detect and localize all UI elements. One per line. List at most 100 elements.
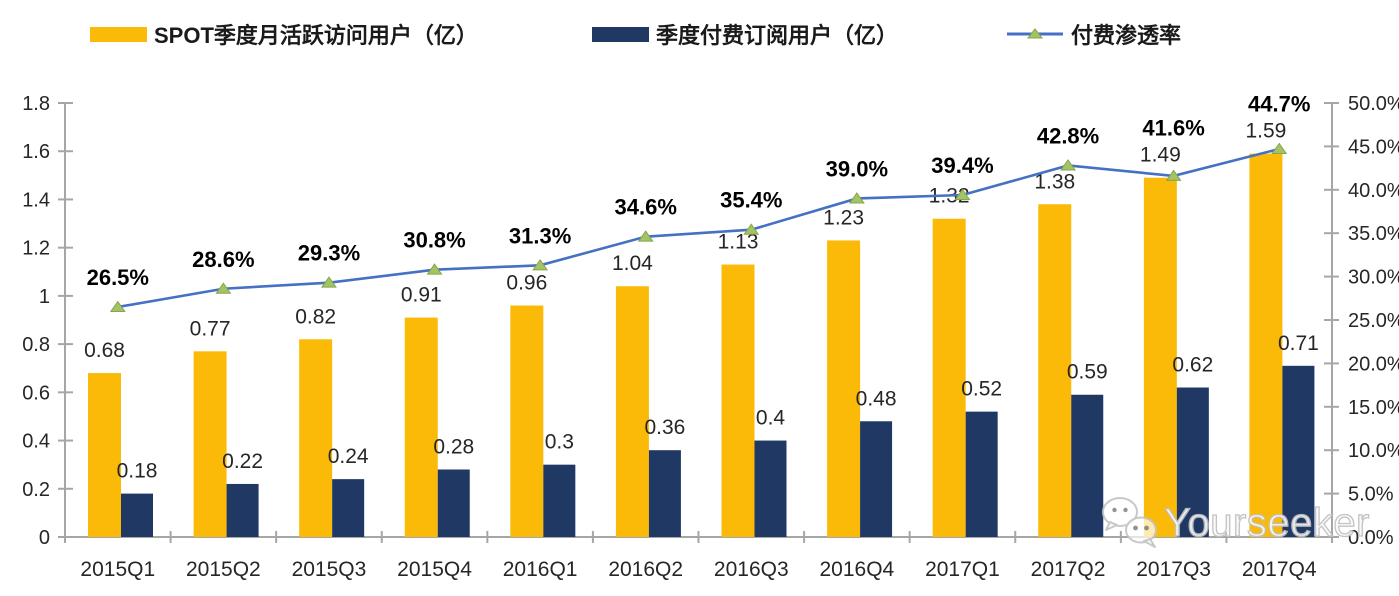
penetration-value-label: 31.3% xyxy=(509,223,571,248)
penetration-value-label: 34.6% xyxy=(615,195,677,220)
penetration-value-label: 35.4% xyxy=(720,188,782,213)
left-axis-tick-label: 0.4 xyxy=(22,431,50,453)
left-axis-tick-label: 0.2 xyxy=(22,479,50,501)
subscriber-bar xyxy=(860,421,893,537)
subscriber-bar-swatch-icon xyxy=(592,26,649,42)
mau-bar xyxy=(721,264,755,537)
right-axis-tick-label: 15.0% xyxy=(1348,397,1399,419)
subscriber-bar xyxy=(648,450,681,537)
right-axis-tick-label: 0.0% xyxy=(1348,527,1394,549)
mau-bar-value-label: 1.13 xyxy=(718,231,759,254)
left-axis-tick-label: 1.8 xyxy=(22,93,50,115)
right-axis-tick-label: 25.0% xyxy=(1348,310,1399,332)
penetration-marker-triangle xyxy=(532,258,549,271)
mau-bar-value-label: 0.96 xyxy=(506,272,547,295)
penetration-marker-triangle xyxy=(1271,142,1288,155)
right-axis-tick-label: 20.0% xyxy=(1348,353,1399,375)
right-axis-tick-label: 35.0% xyxy=(1348,223,1399,245)
left-axis-tick-label: 1.2 xyxy=(22,238,50,260)
subscriber-bar xyxy=(121,493,153,537)
subscriber-bar xyxy=(226,483,259,537)
legend-item-penetration: 付费渗透率 xyxy=(1006,18,1181,50)
mau-bar xyxy=(1038,204,1072,537)
penetration-marker-triangle xyxy=(320,276,337,288)
x-axis-category-label: 2017Q4 xyxy=(1242,558,1317,581)
penetration-marker-triangle xyxy=(215,282,232,294)
subscriber-bar xyxy=(1282,365,1315,537)
mau-bar-value-label: 1.04 xyxy=(612,252,653,275)
subscriber-bar-value-label: 0.3 xyxy=(545,431,574,454)
x-axis-category-label: 2015Q1 xyxy=(80,558,155,581)
penetration-value-label: 39.0% xyxy=(826,156,888,181)
left-axis-tick-label: 0.6 xyxy=(22,382,50,404)
mau-bar-swatch-icon xyxy=(90,26,147,42)
mau-bar-value-label: 1.23 xyxy=(823,206,864,229)
mau-bar-value-label: 0.91 xyxy=(401,284,442,307)
penetration-marker-triangle xyxy=(848,192,865,204)
subscriber-bar xyxy=(543,464,576,537)
subscriber-bar-value-label: 0.71 xyxy=(1278,332,1319,355)
penetration-value-label: 39.4% xyxy=(931,153,993,178)
mau-bar xyxy=(510,305,544,537)
subscriber-bar xyxy=(332,479,365,537)
penetration-marker-triangle xyxy=(637,230,654,242)
penetration-marker-triangle xyxy=(743,223,760,235)
mau-bar xyxy=(1249,153,1283,537)
legend-item-mau: SPOT季度月活跃访问用户（亿） xyxy=(90,18,478,50)
left-axis-tick-label: 1 xyxy=(39,286,50,308)
right-axis-tick-label: 5.0% xyxy=(1348,484,1394,506)
penetration-marker-triangle xyxy=(109,300,126,312)
legend-label-mau: SPOT季度月活跃访问用户（亿） xyxy=(154,23,478,48)
subscriber-bar xyxy=(1176,387,1209,537)
right-axis-tick-label: 10.0% xyxy=(1348,440,1399,462)
subscriber-bar-value-label: 0.28 xyxy=(433,435,474,458)
mau-bar xyxy=(615,286,649,537)
legend-item-subscribers: 季度付费订阅用户（亿） xyxy=(592,18,898,50)
x-axis-category-label: 2016Q3 xyxy=(714,558,789,581)
penetration-marker-triangle xyxy=(1165,169,1182,181)
subscriber-bar-value-label: 0.22 xyxy=(222,450,263,473)
x-axis-category-label: 2015Q2 xyxy=(186,558,261,581)
x-axis-category-label: 2016Q4 xyxy=(820,558,895,581)
mau-bar xyxy=(827,240,861,537)
subscriber-bar xyxy=(965,411,998,537)
left-axis-tick-label: 1.6 xyxy=(22,141,50,163)
mau-bar-value-label: 0.82 xyxy=(295,305,336,328)
chart-legend: SPOT季度月活跃访问用户（亿） 季度付费订阅用户（亿） 付费渗透率 xyxy=(0,0,1399,60)
legend-label-penetration: 付费渗透率 xyxy=(1071,23,1182,48)
subscriber-bar-value-label: 0.62 xyxy=(1172,354,1213,377)
subscriber-bar xyxy=(754,440,787,537)
penetration-marker-triangle xyxy=(1060,159,1077,171)
subscriber-bar xyxy=(437,469,470,537)
x-axis-category-label: 2016Q1 xyxy=(503,558,578,581)
x-axis-category-label: 2015Q3 xyxy=(292,558,367,581)
mau-bar xyxy=(404,317,438,537)
subscriber-bar-value-label: 0.52 xyxy=(961,378,1002,401)
penetration-marker-triangle xyxy=(954,188,971,201)
penetration-value-label: 30.8% xyxy=(403,228,465,253)
mau-bar-value-label: 1.38 xyxy=(1034,170,1075,193)
penetration-value-label: 28.6% xyxy=(192,247,254,272)
subscriber-bar-value-label: 0.24 xyxy=(328,445,369,468)
right-axis-tick-label: 45.0% xyxy=(1348,136,1399,158)
left-axis-tick-label: 0 xyxy=(39,527,50,549)
left-axis-tick-label: 0.8 xyxy=(22,334,50,356)
x-axis-category-label: 2017Q2 xyxy=(1031,558,1106,581)
mau-bar-value-label: 1.59 xyxy=(1245,120,1286,143)
penetration-value-label: 44.7% xyxy=(1248,92,1310,117)
legend-label-subscribers: 季度付费订阅用户（亿） xyxy=(656,23,899,48)
mau-bar-value-label: 1.49 xyxy=(1140,144,1181,167)
penetration-value-label: 26.5% xyxy=(87,265,149,290)
x-axis-category-label: 2017Q3 xyxy=(1136,558,1211,581)
subscriber-bar xyxy=(1071,394,1104,537)
x-axis-category-label: 2017Q1 xyxy=(925,558,1000,581)
x-axis-category-label: 2016Q2 xyxy=(608,558,683,581)
subscriber-bar-value-label: 0.36 xyxy=(644,416,685,439)
right-axis-tick-label: 30.0% xyxy=(1348,267,1399,289)
mau-bar xyxy=(299,339,333,537)
penetration-marker-triangle xyxy=(426,263,443,275)
right-axis-tick-label: 50.0% xyxy=(1348,93,1399,115)
right-axis-tick-label: 40.0% xyxy=(1348,180,1399,202)
